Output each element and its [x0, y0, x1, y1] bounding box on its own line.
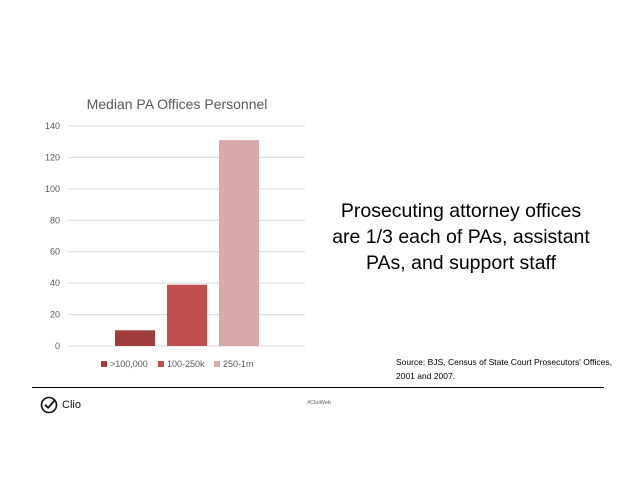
y-tick-label: 120 — [45, 152, 60, 162]
footer-divider — [32, 387, 604, 388]
legend-label: 100-250k — [167, 359, 205, 369]
legend-swatch — [101, 361, 107, 367]
bar-2 — [167, 284, 207, 346]
bar-3 — [219, 140, 259, 346]
y-tick-label: 140 — [45, 121, 60, 131]
clio-check-icon — [40, 396, 58, 414]
headline: Prosecuting attorney offices are 1/3 eac… — [332, 200, 590, 274]
source-note: Source: BJS, Census of State Court Prose… — [396, 357, 612, 381]
clio-logo: Clio — [40, 396, 81, 414]
bar-1 — [115, 330, 155, 346]
legend-label: 250-1m — [223, 359, 254, 369]
y-tick-label: 60 — [50, 247, 60, 257]
y-tick-label: 80 — [50, 215, 60, 225]
hashtag: #ClioWeb — [307, 400, 331, 406]
legend-swatch — [214, 361, 220, 367]
y-tick-label: 0 — [55, 341, 60, 351]
logo-text: Clio — [62, 399, 81, 411]
y-tick-label: 20 — [50, 310, 60, 320]
chart-title: Median PA Offices Personnel — [87, 96, 268, 112]
legend-swatch — [158, 361, 164, 367]
y-tick-label: 100 — [45, 184, 60, 194]
legend-label: >100,000 — [110, 359, 148, 369]
y-tick-label: 40 — [50, 278, 60, 288]
